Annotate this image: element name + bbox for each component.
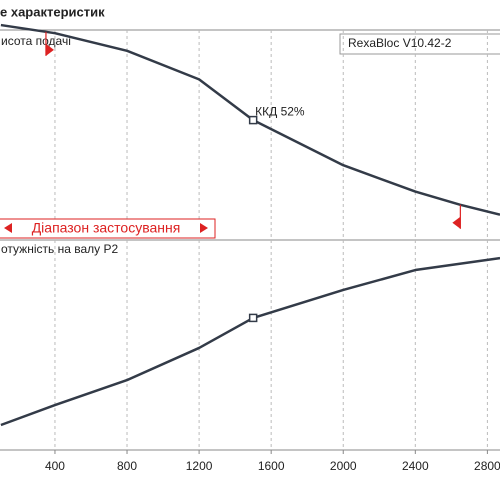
- line: [0, 256, 500, 427]
- range-arrow: [200, 223, 208, 233]
- x-tick-label: 2400: [402, 459, 429, 473]
- range-box: [0, 218, 216, 239]
- chart-title: е характеристик: [0, 4, 105, 19]
- legend-entry: RexaBloc V10.42-2: [348, 36, 452, 50]
- annotation: ККД 52%: [255, 104, 305, 118]
- x-tick-label: 1200: [186, 459, 213, 473]
- x-tick-label: 800: [117, 459, 137, 473]
- range-flag: [452, 216, 461, 229]
- legend: [339, 33, 500, 55]
- marker: [248, 115, 258, 125]
- range-arrow: [4, 223, 12, 233]
- y-label: отужність на валу P2: [1, 242, 118, 256]
- x-tick-label: 1600: [258, 459, 285, 473]
- range-label: Діапазон застосування: [32, 220, 181, 236]
- y-label: исота подачі: [1, 34, 71, 48]
- marker: [248, 313, 258, 323]
- x-tick-label: 400: [45, 459, 65, 473]
- range-flag: [45, 43, 54, 56]
- x-tick-label: 2800: [474, 459, 500, 473]
- x-tick-label: 2000: [330, 459, 357, 473]
